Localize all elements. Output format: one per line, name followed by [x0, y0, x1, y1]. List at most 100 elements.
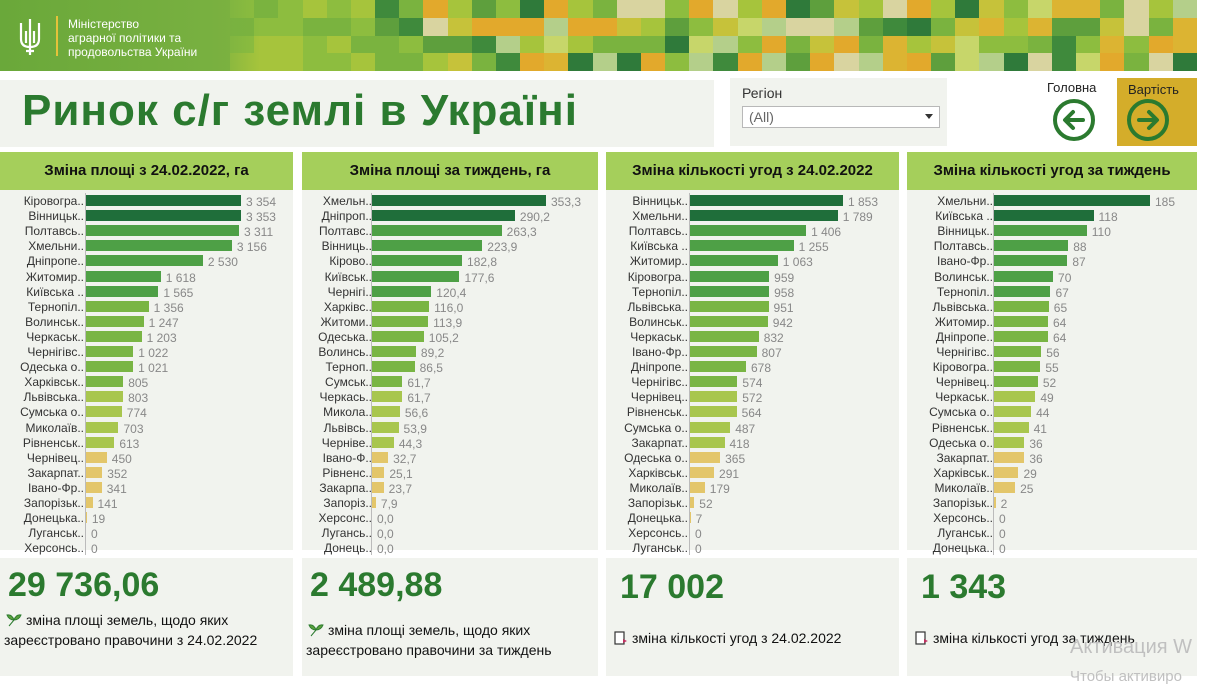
bar-value: 56 [1046, 346, 1060, 360]
arrow-right-icon[interactable] [1126, 98, 1170, 142]
bar[interactable] [994, 361, 1041, 373]
bar[interactable] [690, 315, 768, 327]
bar[interactable] [690, 421, 731, 433]
bar[interactable] [86, 225, 239, 237]
bar[interactable] [86, 421, 119, 433]
bar[interactable] [86, 436, 115, 448]
bar[interactable] [372, 315, 429, 327]
bar[interactable] [86, 315, 144, 327]
bar[interactable] [372, 300, 430, 312]
bar-value: 942 [772, 315, 793, 330]
bar[interactable] [690, 361, 746, 373]
bar[interactable] [994, 406, 1032, 418]
bar[interactable] [372, 481, 384, 493]
region-select[interactable]: (All) [742, 106, 940, 128]
bar-value: 49 [1040, 391, 1054, 406]
arrow-left-icon[interactable] [1052, 98, 1096, 142]
bar[interactable] [86, 481, 102, 493]
bar[interactable] [372, 330, 424, 342]
bar[interactable] [86, 270, 161, 282]
bar[interactable] [994, 255, 1068, 267]
bar[interactable] [372, 391, 403, 403]
bar[interactable] [372, 225, 502, 237]
bar[interactable] [86, 346, 134, 357]
bar[interactable] [690, 376, 738, 388]
bar[interactable] [372, 285, 432, 297]
bar[interactable] [690, 481, 705, 493]
bar[interactable] [994, 240, 1069, 252]
bar-value: 0 [999, 542, 1006, 557]
bar[interactable] [372, 255, 463, 267]
bar[interactable] [690, 195, 843, 206]
bar[interactable] [994, 481, 1016, 493]
bar[interactable] [690, 210, 838, 222]
bar[interactable] [86, 330, 142, 342]
bar[interactable] [690, 451, 721, 463]
bar[interactable] [86, 376, 124, 388]
bar[interactable] [86, 451, 107, 463]
bar[interactable] [994, 436, 1025, 448]
bar[interactable] [994, 376, 1038, 388]
bar[interactable] [690, 497, 695, 508]
bar[interactable] [690, 391, 738, 403]
bar[interactable] [690, 240, 794, 252]
bar-value: 67 [1055, 285, 1069, 300]
bar[interactable] [86, 466, 103, 478]
bar[interactable] [994, 466, 1019, 478]
bar[interactable] [86, 391, 124, 403]
bar[interactable] [372, 270, 460, 282]
bar[interactable] [372, 497, 376, 508]
bar[interactable] [86, 255, 203, 267]
bar[interactable] [994, 270, 1054, 282]
bar[interactable] [994, 285, 1051, 297]
bar[interactable] [372, 376, 403, 388]
bar[interactable] [690, 436, 725, 448]
bar[interactable] [994, 300, 1049, 312]
bar[interactable] [690, 225, 807, 237]
bar[interactable] [994, 315, 1048, 327]
bar-value: 64 [1052, 330, 1067, 345]
bar[interactable] [86, 406, 122, 418]
bar-value: 65 [1053, 300, 1068, 315]
bar[interactable] [994, 330, 1048, 342]
bar[interactable] [994, 225, 1087, 237]
bar[interactable] [86, 210, 241, 222]
bar[interactable] [86, 240, 232, 252]
bar[interactable] [86, 285, 159, 297]
bar-value: 0 [91, 542, 98, 557]
panel-title: Зміна площі з 24.02.2022, га [0, 152, 293, 190]
bar[interactable] [690, 285, 770, 297]
bar[interactable] [86, 497, 93, 508]
bar[interactable] [372, 421, 399, 433]
bar[interactable] [994, 195, 1150, 206]
region-row-label: Вінницьк.. [632, 194, 688, 208]
bar[interactable] [994, 497, 996, 508]
bar[interactable] [994, 210, 1094, 222]
bar[interactable] [994, 346, 1042, 357]
bar-value: 1 853 [848, 195, 879, 209]
bar[interactable] [372, 195, 546, 206]
bar[interactable] [372, 436, 394, 448]
bar[interactable] [372, 240, 483, 252]
bar[interactable] [690, 346, 757, 357]
bar[interactable] [86, 300, 149, 312]
bar[interactable] [372, 466, 385, 478]
bar[interactable] [372, 406, 400, 418]
bar[interactable] [372, 451, 389, 463]
bar[interactable] [690, 330, 759, 342]
bar[interactable] [690, 406, 737, 418]
bar[interactable] [86, 195, 241, 206]
bar[interactable] [994, 451, 1025, 463]
bar[interactable] [994, 391, 1036, 403]
bar[interactable] [690, 300, 769, 312]
bar[interactable] [690, 255, 778, 267]
bar[interactable] [690, 270, 770, 282]
bar[interactable] [690, 466, 715, 478]
bar[interactable] [86, 361, 134, 373]
bar[interactable] [372, 346, 416, 357]
bar[interactable] [994, 421, 1029, 433]
bar[interactable] [690, 512, 691, 524]
bar[interactable] [372, 210, 515, 222]
bar[interactable] [86, 512, 87, 524]
bar[interactable] [372, 361, 415, 373]
